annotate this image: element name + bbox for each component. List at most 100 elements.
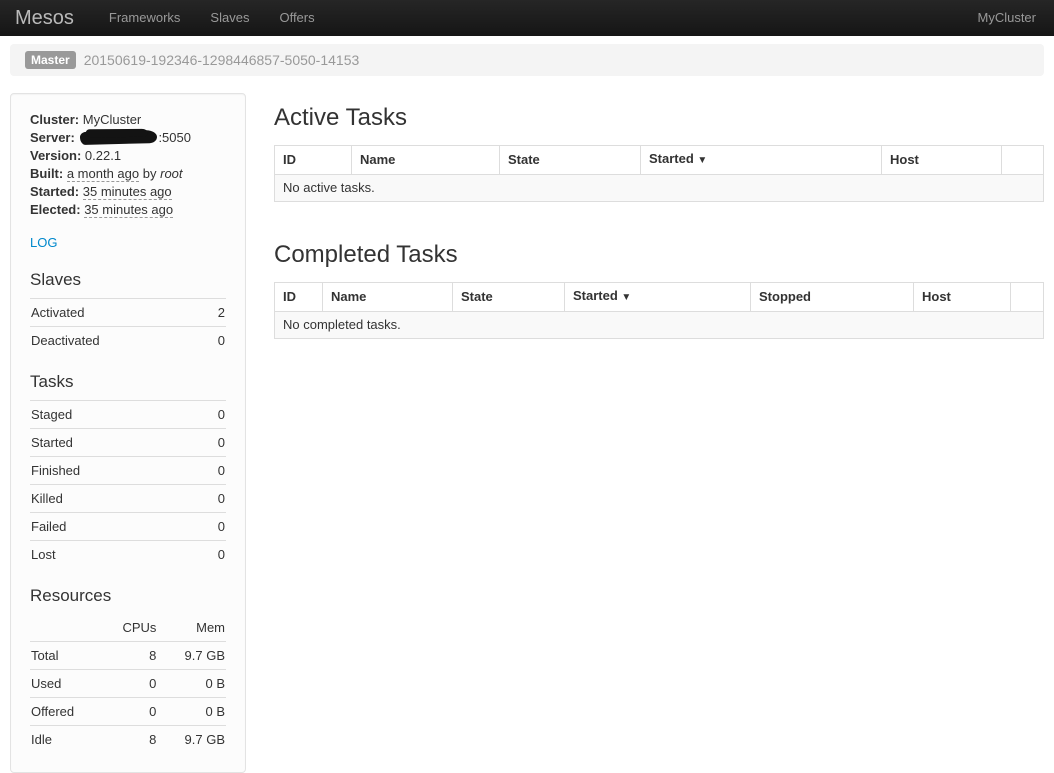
completed-col-stopped[interactable]: Stopped: [750, 282, 914, 312]
table-row: CPUs Mem: [30, 614, 226, 642]
built-time: a month ago: [66, 166, 140, 182]
nav-item-offers[interactable]: Offers: [279, 10, 315, 25]
server-info-line: Server: :5050: [30, 129, 226, 147]
elected-label: Elected:: [30, 202, 81, 217]
completed-col-id[interactable]: ID: [274, 282, 323, 312]
tasks-staged-label: Staged: [30, 400, 197, 429]
active-col-name[interactable]: Name: [351, 145, 500, 175]
brand-mesos[interactable]: Mesos: [15, 7, 74, 29]
active-col-host[interactable]: Host: [881, 145, 1002, 175]
active-col-started-label: Started: [649, 151, 694, 166]
resources-idle-mem: 9.7 GB: [157, 725, 226, 753]
table-row: Deactivated 0: [30, 326, 226, 354]
elected-value: 35 minutes ago: [84, 202, 174, 218]
completed-tasks-title: Completed Tasks: [274, 241, 458, 268]
main-area: Active Tasks ID Name State Started ▼ Hos…: [274, 93, 1044, 339]
slaves-activated-value: 2: [203, 298, 226, 327]
version-label: Version:: [30, 148, 82, 163]
slaves-section-title: Slaves: [30, 270, 82, 289]
version-value: 0.22.1: [84, 148, 122, 163]
built-user: root: [160, 166, 183, 181]
elected-info-line: Elected: 35 minutes ago: [30, 201, 226, 219]
nav-item-frameworks[interactable]: Frameworks: [108, 10, 181, 25]
tasks-finished-value: 0: [196, 456, 226, 485]
tasks-finished-label: Finished: [30, 456, 197, 485]
master-badge: Master: [25, 51, 76, 69]
active-tasks-empty-message: No active tasks.: [274, 174, 1044, 202]
cluster-value: MyCluster: [82, 112, 142, 127]
completed-col-started[interactable]: Started ▼: [564, 282, 751, 312]
resources-total-cpus: 8: [108, 641, 158, 670]
tasks-started-label: Started: [30, 428, 197, 457]
page-content: Cluster: MyCluster Server: :5050 Version…: [0, 93, 1054, 773]
resources-offered-cpus: 0: [108, 697, 158, 726]
resources-mem-header: Mem: [196, 620, 225, 635]
resources-total-label: Total: [30, 641, 109, 670]
active-col-started[interactable]: Started ▼: [640, 145, 882, 175]
table-row: Killed 0: [30, 484, 226, 513]
server-port: :5050: [158, 130, 191, 145]
resources-cpus-header: CPUs: [122, 620, 157, 635]
cluster-info-line: Cluster: MyCluster: [30, 111, 226, 129]
resources-used-cpus: 0: [108, 669, 158, 698]
completed-col-host[interactable]: Host: [913, 282, 1011, 312]
slaves-deactivated-label: Deactivated: [30, 326, 204, 354]
nav-item-slaves[interactable]: Slaves: [210, 10, 250, 25]
table-row: Lost 0: [30, 540, 226, 568]
tasks-started-value: 0: [196, 428, 226, 457]
started-value: 35 minutes ago: [82, 184, 172, 200]
version-info-line: Version: 0.22.1: [30, 147, 226, 165]
started-info-line: Started: 35 minutes ago: [30, 183, 226, 201]
cluster-label: Cluster:: [30, 112, 80, 127]
completed-col-name[interactable]: Name: [322, 282, 453, 312]
slaves-activated-label: Activated: [30, 298, 204, 327]
tasks-lost-label: Lost: [30, 540, 197, 568]
sort-desc-icon: ▼: [621, 292, 632, 303]
table-row: Activated 2: [30, 298, 226, 327]
completed-col-started-label: Started: [573, 288, 618, 303]
active-col-id[interactable]: ID: [274, 145, 352, 175]
resources-blank-header: [30, 614, 108, 642]
top-navbar: Mesos Frameworks Slaves Offers MyCluster: [0, 0, 1054, 36]
tasks-staged-value: 0: [196, 400, 226, 429]
active-col-actions: [1001, 145, 1044, 175]
resources-used-mem: 0 B: [157, 669, 226, 698]
started-label: Started:: [30, 184, 80, 199]
table-row: No active tasks.: [274, 174, 1044, 202]
breadcrumb: Master 20150619-192346-1298446857-5050-1…: [10, 44, 1044, 76]
tasks-failed-value: 0: [196, 512, 226, 541]
navbar-cluster-name: MyCluster: [977, 10, 1036, 25]
table-header-row: ID Name State Started ▼ Host: [274, 145, 1044, 175]
table-row: Used 0 0 B: [30, 669, 226, 698]
table-row: Failed 0: [30, 512, 226, 541]
resources-total-mem: 9.7 GB: [157, 641, 226, 670]
table-row: Staged 0: [30, 400, 226, 429]
slaves-table: Activated 2 Deactivated 0: [30, 298, 226, 354]
tasks-section-title: Tasks: [30, 372, 74, 391]
resources-used-label: Used: [30, 669, 109, 698]
table-row: Offered 0 0 B: [30, 697, 226, 726]
built-label: Built:: [30, 166, 64, 181]
table-row: Started 0: [30, 428, 226, 457]
table-row: Idle 8 9.7 GB: [30, 725, 226, 753]
sidebar-panel: Cluster: MyCluster Server: :5050 Version…: [10, 93, 246, 773]
completed-col-state[interactable]: State: [452, 282, 565, 312]
table-row: Total 8 9.7 GB: [30, 641, 226, 670]
resources-offered-label: Offered: [30, 697, 109, 726]
completed-tasks-empty-message: No completed tasks.: [274, 311, 1044, 339]
resources-section-title: Resources: [30, 586, 112, 605]
completed-col-actions: [1010, 282, 1044, 312]
resources-idle-cpus: 8: [108, 725, 158, 753]
tasks-failed-label: Failed: [30, 512, 197, 541]
tasks-lost-value: 0: [196, 540, 226, 568]
active-tasks-title: Active Tasks: [274, 104, 407, 131]
tasks-killed-value: 0: [196, 484, 226, 513]
log-link[interactable]: LOG: [30, 235, 58, 250]
sort-desc-icon: ▼: [697, 155, 708, 166]
active-tasks-table: ID Name State Started ▼ Host No active t…: [274, 145, 1044, 202]
tasks-table: Staged 0 Started 0 Finished 0 Killed 0 F…: [30, 400, 226, 568]
built-info-line: Built: a month ago by root: [30, 165, 226, 183]
resources-table: CPUs Mem Total 8 9.7 GB Used 0 0 B Offer…: [30, 614, 226, 753]
tasks-killed-label: Killed: [30, 484, 197, 513]
active-col-state[interactable]: State: [499, 145, 641, 175]
